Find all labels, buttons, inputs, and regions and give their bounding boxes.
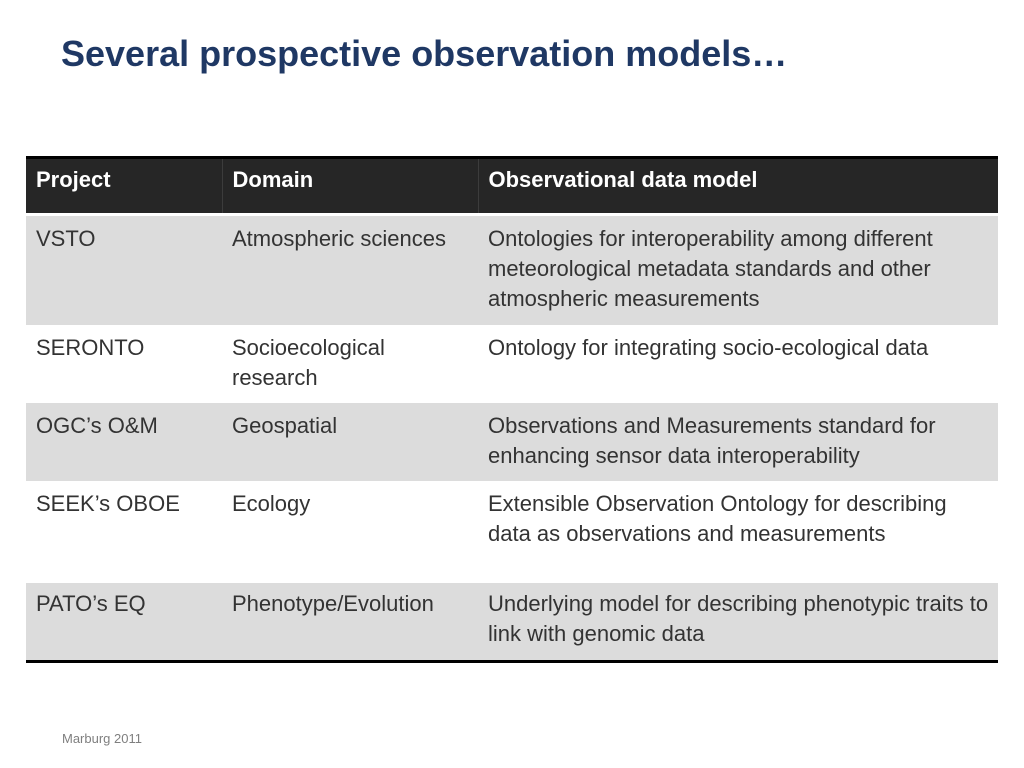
slide-title: Several prospective observation models… [61, 33, 788, 74]
cell-model: Observations and Measurements standard f… [478, 402, 998, 481]
table-row: VSTO Atmospheric sciences Ontologies for… [26, 214, 998, 325]
footer-text: Marburg 2011 [62, 731, 142, 746]
models-table-container: Project Domain Observational data model … [26, 156, 998, 663]
header-project: Project [26, 156, 223, 216]
table-row: SEEK’s OBOE Ecology Extensible Observati… [26, 480, 998, 583]
cell-model: Ontology for integrating socio-ecologica… [478, 324, 998, 403]
cell-domain: Geospatial [222, 402, 478, 481]
cell-domain: Socioecological research [222, 324, 478, 403]
cell-domain: Phenotype/Evolution [222, 582, 478, 663]
header-observational-data-model: Observational data model [478, 156, 998, 216]
cell-project: PATO’s EQ [26, 582, 222, 663]
table-row: PATO’s EQ Phenotype/Evolution Underlying… [26, 582, 998, 663]
cell-domain: Atmospheric sciences [222, 214, 478, 325]
cell-project: SEEK’s OBOE [26, 480, 222, 583]
cell-model: Extensible Observation Ontology for desc… [478, 480, 998, 583]
cell-project: VSTO [26, 214, 222, 325]
cell-domain: Ecology [222, 480, 478, 583]
cell-project: SERONTO [26, 324, 222, 403]
cell-project: OGC’s O&M [26, 402, 222, 481]
observation-models-table: Project Domain Observational data model … [26, 156, 998, 663]
table-header-row: Project Domain Observational data model [26, 156, 998, 216]
cell-model: Ontologies for interoperability among di… [478, 214, 998, 325]
table-row: SERONTO Socioecological research Ontolog… [26, 324, 998, 403]
cell-model: Underlying model for describing phenotyp… [478, 582, 998, 663]
header-domain: Domain [222, 156, 479, 216]
table-row: OGC’s O&M Geospatial Observations and Me… [26, 402, 998, 481]
